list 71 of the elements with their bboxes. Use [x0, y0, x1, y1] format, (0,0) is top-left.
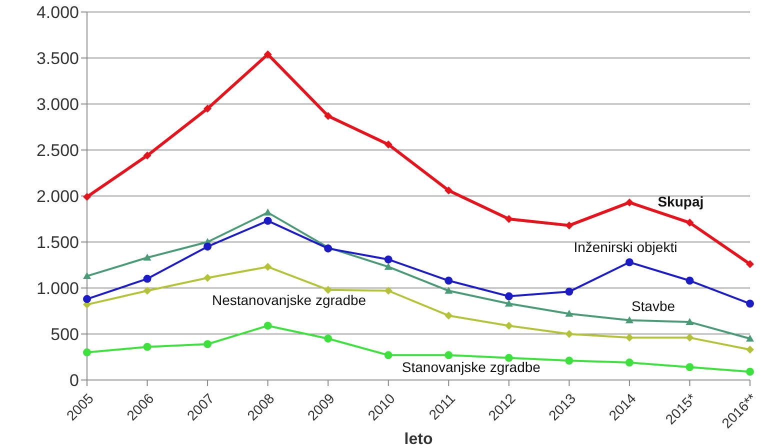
point — [625, 334, 634, 342]
point — [625, 258, 634, 266]
point — [565, 330, 574, 338]
point — [504, 322, 513, 330]
y-tick-label: 3.500 — [36, 49, 79, 68]
y-tick-label: 2.500 — [36, 141, 79, 160]
point — [746, 260, 754, 268]
point — [746, 368, 754, 376]
series-label: Stavbe — [631, 298, 676, 314]
series-label: Skupaj — [658, 194, 704, 210]
point — [686, 218, 694, 227]
point — [625, 198, 634, 206]
point — [264, 208, 272, 216]
point — [324, 334, 332, 343]
point — [504, 300, 513, 307]
point — [143, 274, 152, 283]
point — [384, 140, 392, 148]
point — [143, 342, 152, 351]
point — [384, 351, 392, 360]
series-label: Inženirski objekti — [574, 239, 678, 256]
point — [264, 262, 272, 271]
point — [444, 186, 453, 194]
point — [746, 334, 754, 342]
point — [83, 295, 91, 304]
point — [504, 354, 513, 362]
point — [143, 152, 152, 160]
point — [204, 340, 212, 348]
point — [625, 358, 634, 367]
y-tick-label: 2.000 — [36, 187, 79, 206]
point — [384, 286, 392, 295]
point — [264, 50, 272, 58]
point — [686, 334, 694, 342]
point — [384, 262, 392, 270]
point — [565, 356, 574, 365]
point — [264, 322, 272, 330]
point — [444, 312, 453, 320]
point — [264, 216, 272, 225]
point — [746, 346, 754, 354]
y-tick-label: 4.000 — [36, 3, 79, 22]
y-tick-label: 500 — [50, 325, 79, 344]
series-label: Nestanovanjske zgradbe — [212, 292, 366, 308]
point — [83, 348, 91, 356]
point — [444, 351, 453, 360]
point — [83, 192, 91, 201]
y-tick-label: 1.000 — [36, 279, 79, 298]
point — [686, 363, 694, 372]
point — [444, 286, 453, 294]
point — [686, 318, 694, 326]
x-axis-title: leto — [404, 431, 433, 448]
point — [204, 274, 212, 282]
point — [83, 272, 91, 280]
point — [204, 104, 212, 113]
point — [143, 286, 152, 295]
point — [324, 112, 332, 120]
series-label: Stanovanjske zgradbe — [402, 358, 541, 375]
y-tick-label: 3.000 — [36, 95, 79, 114]
point — [504, 215, 513, 223]
point — [565, 221, 574, 230]
point — [324, 286, 332, 294]
point — [565, 310, 574, 317]
point — [686, 276, 694, 285]
point — [746, 300, 754, 308]
y-tick-label: 1.500 — [36, 233, 79, 252]
point — [204, 242, 212, 251]
point — [565, 288, 574, 296]
point — [625, 316, 634, 324]
point — [504, 292, 513, 300]
y-tick-label: 0 — [70, 371, 79, 390]
point — [384, 255, 392, 264]
point — [444, 276, 453, 285]
point — [143, 254, 152, 261]
